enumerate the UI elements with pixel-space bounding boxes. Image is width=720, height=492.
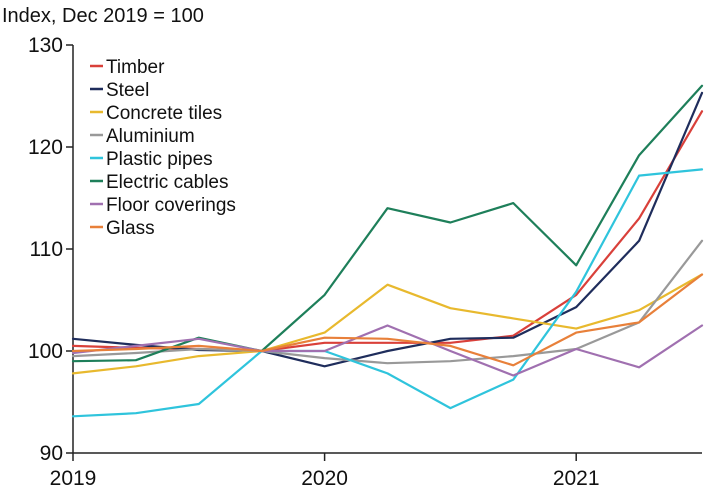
x-tick-label: 2021	[553, 467, 600, 490]
legend-label-glass: Glass	[106, 218, 155, 239]
y-tick-label: 90	[40, 442, 63, 465]
legend-label-aluminium: Aluminium	[106, 126, 195, 147]
y-tick-label: 130	[28, 34, 63, 57]
series-line-plastic-pipes	[71, 168, 704, 418]
x-tick-label: 2019	[50, 467, 97, 490]
series-line-aluminium	[71, 239, 704, 365]
series-line-concrete-tiles	[71, 273, 704, 375]
legend-label-plastic-pipes: Plastic pipes	[106, 149, 213, 170]
y-tick-label: 100	[28, 340, 63, 363]
y-tick-label: 120	[28, 136, 63, 159]
series-line-electric-cables	[71, 84, 704, 363]
series-line-floor-coverings	[71, 324, 704, 377]
legend-label-concrete-tiles: Concrete tiles	[106, 103, 222, 124]
series-line-timber	[71, 110, 704, 353]
legend-label-electric-cables: Electric cables	[106, 172, 229, 193]
legend-label-timber: Timber	[106, 57, 165, 78]
legend-label-floor-coverings: Floor coverings	[106, 195, 236, 216]
x-axis-ticks: 2019 2020 2021	[50, 453, 600, 490]
y-axis-unit-label: Index, Dec 2019 = 100	[2, 5, 204, 27]
legend-label-steel: Steel	[106, 80, 149, 101]
series-line-glass	[71, 273, 704, 367]
series-line-steel	[71, 91, 704, 368]
x-tick-label: 2020	[301, 467, 348, 490]
y-axis-ticks: 90 100 110 120 130	[28, 34, 73, 465]
series-lines	[71, 84, 704, 418]
y-tick-label: 110	[30, 238, 63, 261]
